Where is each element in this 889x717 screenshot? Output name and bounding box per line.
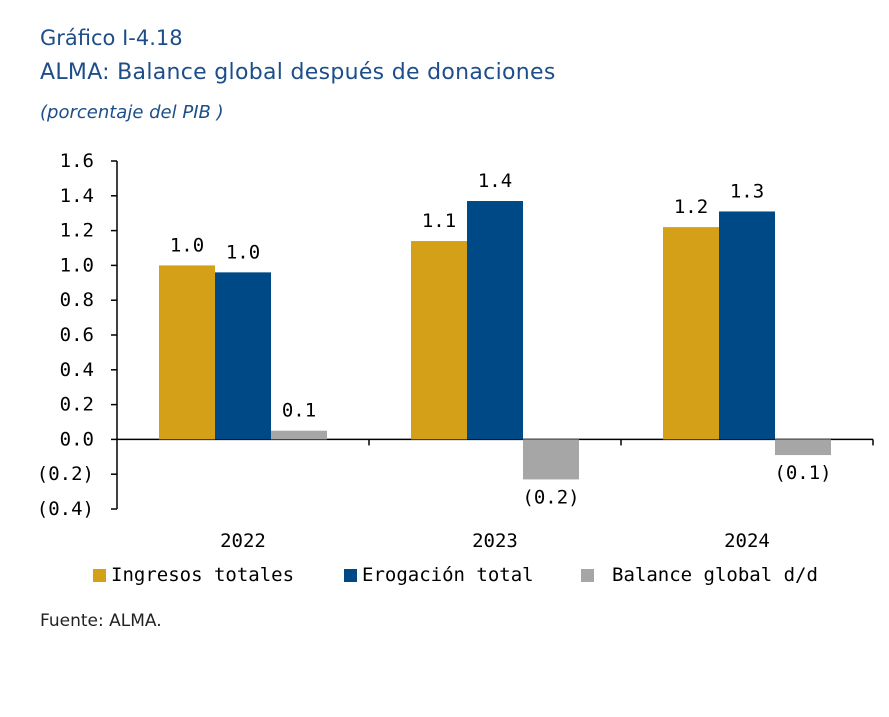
bar	[467, 201, 523, 440]
y-tick-label: 1.6	[60, 150, 94, 172]
legend-label-balance: Balance global d/d	[612, 564, 818, 586]
y-tick-label: 1.4	[60, 185, 94, 207]
y-tick-label: 1.2	[60, 220, 94, 242]
y-tick-label: 0.8	[60, 289, 94, 311]
source-note: Fuente: ALMA.	[40, 611, 162, 631]
legend-item-erogacion: Erogación total	[344, 563, 534, 587]
y-tick-label: 0.2	[60, 394, 94, 416]
bar	[411, 241, 467, 440]
data-label: 1.2	[674, 196, 708, 218]
data-label: 1.0	[226, 241, 260, 263]
legend-swatch-erogacion	[344, 568, 357, 582]
legend-swatch-ingresos	[93, 568, 106, 582]
bar	[159, 265, 215, 440]
data-label: 1.4	[478, 170, 512, 192]
y-tick-label: (0.4)	[37, 498, 94, 520]
data-label: (0.1)	[774, 462, 831, 484]
legend-item-ingresos: Ingresos totales	[93, 563, 294, 587]
data-label: 1.0	[170, 234, 204, 256]
bar	[775, 439, 831, 456]
y-tick-label: (0.2)	[37, 463, 94, 485]
x-tick-label: 2023	[472, 530, 518, 552]
bar	[663, 227, 719, 440]
data-label: (0.2)	[522, 486, 579, 508]
x-tick-label: 2022	[220, 530, 266, 552]
y-tick-label: 1.0	[60, 254, 94, 276]
y-tick-label: 0.6	[60, 324, 94, 346]
y-tick-label: 0.4	[60, 359, 94, 381]
chart-title: ALMA: Balance global después de donacion…	[40, 60, 556, 85]
data-label: 1.3	[730, 180, 764, 202]
legend-item-balance: Balance global d/d	[581, 563, 818, 587]
data-label: 1.1	[422, 210, 456, 232]
legend-label-ingresos: Ingresos totales	[111, 564, 295, 586]
bar	[215, 272, 271, 440]
bar	[719, 211, 775, 440]
bar	[271, 430, 327, 440]
y-tick-label: 0.0	[60, 428, 94, 450]
chart-legend: Ingresos totales Erogación total Balance…	[0, 563, 889, 587]
legend-swatch-balance	[581, 568, 594, 582]
chart-subtitle: (porcentaje del PIB )	[40, 102, 224, 123]
figure-label: Gráfico I-4.18	[40, 26, 183, 50]
x-tick-label: 2024	[724, 530, 770, 552]
bar	[523, 439, 579, 480]
data-label: 0.1	[282, 400, 316, 422]
legend-label-erogacion: Erogación total	[362, 564, 534, 586]
